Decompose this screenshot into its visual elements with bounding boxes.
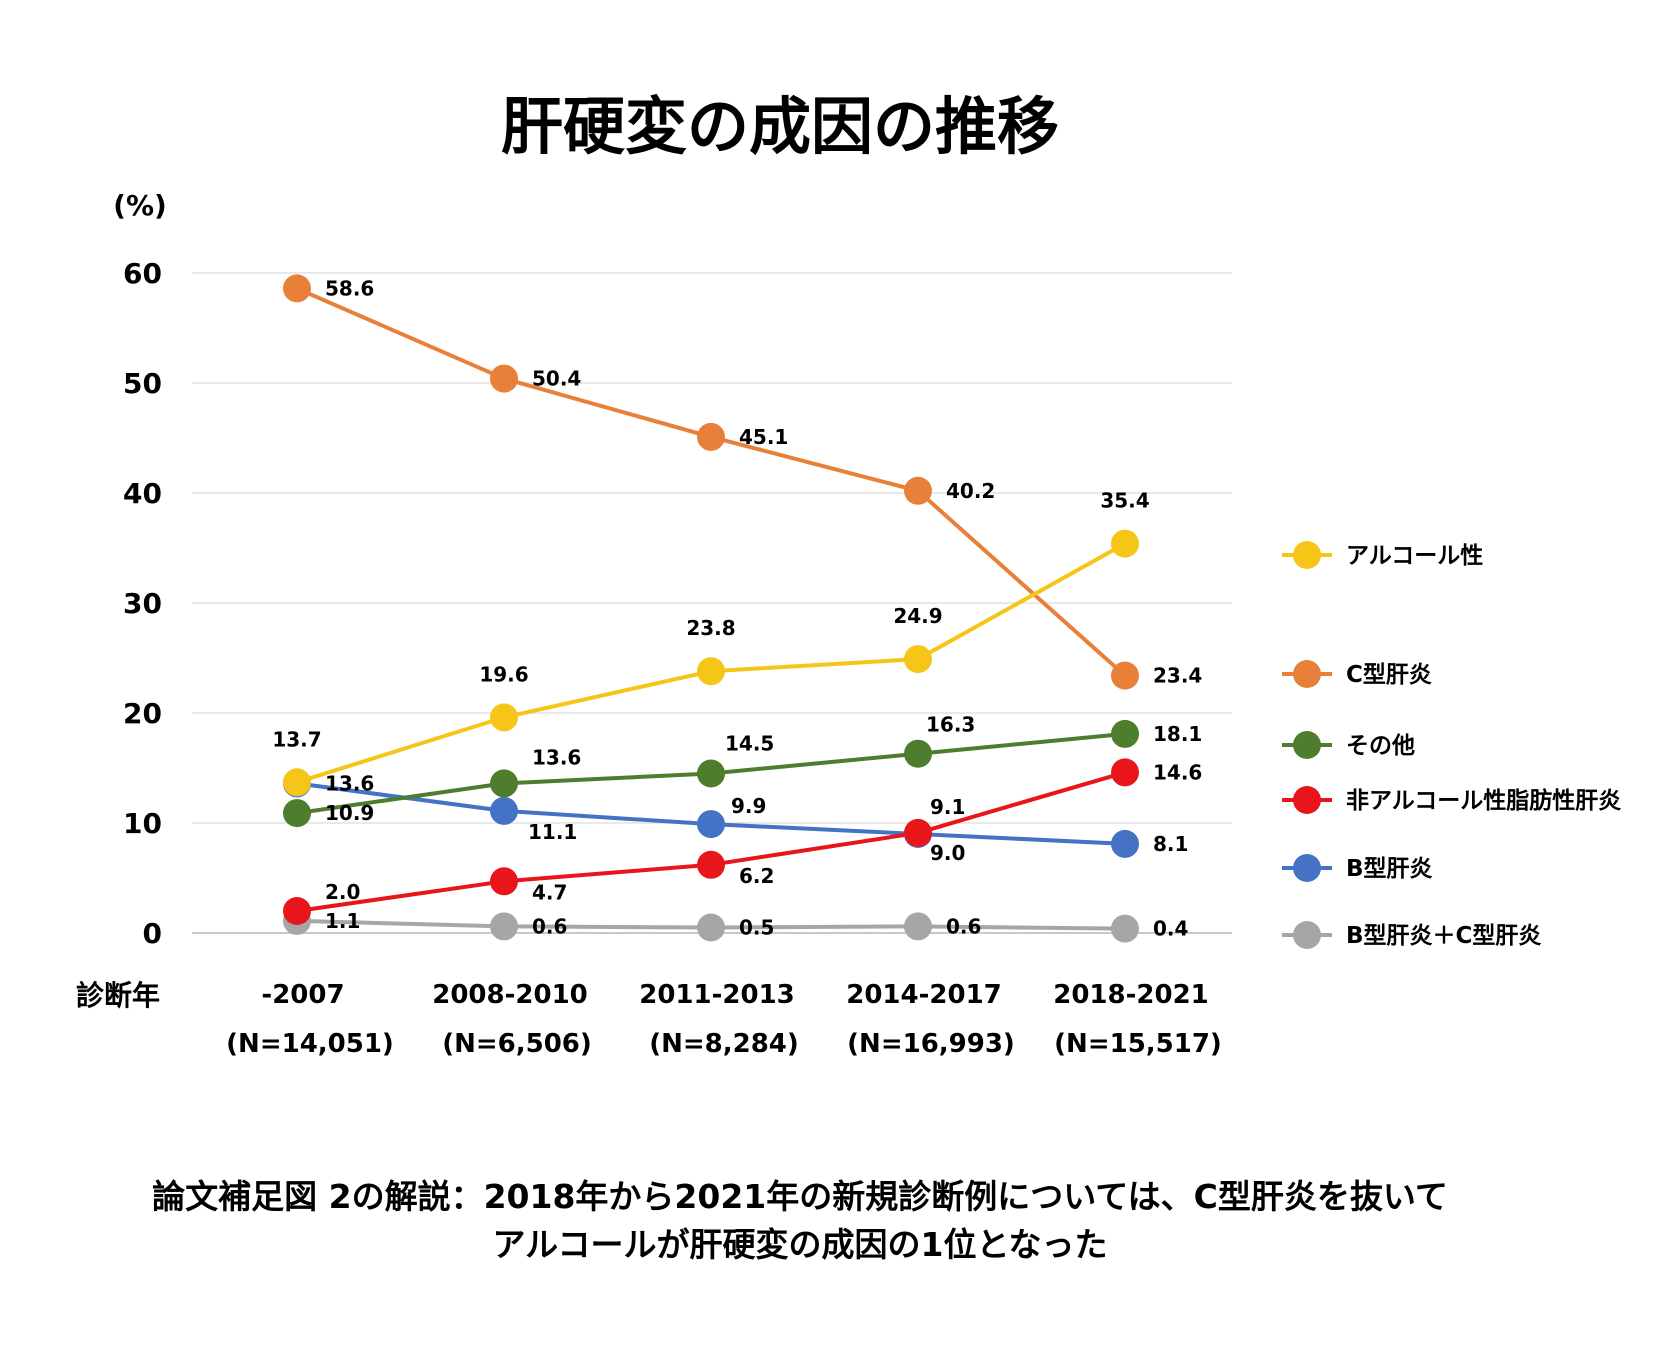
- y-tick-label: 0: [143, 917, 162, 950]
- grid: [192, 272, 1232, 934]
- x-tick-label: -2007: [261, 980, 344, 1010]
- y-tick-label: 40: [123, 477, 162, 510]
- x-tick-sublabel: (N=15,517): [1054, 1029, 1222, 1059]
- data-points: [283, 274, 1139, 943]
- data-point: [283, 897, 311, 925]
- data-point: [697, 850, 725, 879]
- data-point: [1111, 758, 1139, 787]
- data-labels: 13.7 19.6 23.8 24.9 35.4 58.6 50.4 45.1 40.2 23.4…: [272, 276, 1202, 940]
- data-label: 19.6: [479, 662, 528, 686]
- legend-marker: [1293, 660, 1321, 688]
- data-point: [490, 703, 518, 732]
- data-label: 0.5: [739, 916, 774, 940]
- data-label: 9.0: [930, 841, 965, 865]
- data-label: 2.0: [325, 880, 360, 904]
- data-label: 40.2: [946, 479, 995, 503]
- data-label: 16.3: [926, 713, 975, 737]
- data-label: 23.8: [686, 616, 735, 640]
- legend-marker: [1293, 921, 1321, 949]
- y-tick-label: 60: [123, 257, 162, 290]
- data-point: [697, 422, 725, 451]
- data-point: [697, 759, 725, 788]
- data-point: [1111, 529, 1139, 558]
- x-tick-sublabel: (N=14,051): [226, 1029, 394, 1059]
- x-axis-label: 診断年: [76, 979, 160, 1012]
- data-point: [1111, 661, 1139, 690]
- data-label: 35.4: [1100, 489, 1149, 513]
- data-point: [283, 274, 311, 303]
- data-label: 10.9: [325, 801, 374, 825]
- data-point: [1111, 914, 1139, 943]
- y-axis-label: (%): [113, 189, 167, 222]
- x-tick-label: 2011-2013: [639, 980, 795, 1010]
- x-tick-label: 2014-2017: [846, 980, 1002, 1010]
- data-point: [1111, 829, 1139, 858]
- data-label: 11.1: [528, 820, 577, 844]
- data-point: [904, 818, 932, 847]
- data-point: [904, 739, 932, 768]
- data-point: [490, 912, 518, 941]
- y-tick-label: 10: [123, 807, 162, 840]
- legend-label: B型肝炎＋C型肝炎: [1346, 923, 1541, 949]
- series-line: [296, 770, 1126, 913]
- legend-label: その他: [1346, 733, 1415, 759]
- y-tick-label: 20: [123, 697, 162, 730]
- data-point: [904, 645, 932, 674]
- data-label: 58.6: [325, 276, 374, 300]
- data-label: 0.4: [1153, 917, 1188, 941]
- data-point: [490, 867, 518, 896]
- data-label: 23.4: [1153, 664, 1202, 688]
- y-tick-label: 50: [123, 367, 162, 400]
- legend-marker: [1293, 786, 1321, 814]
- data-point: [1111, 719, 1139, 748]
- data-point: [490, 769, 518, 798]
- x-tick-sublabel: (N=6,506): [442, 1029, 592, 1059]
- caption-line-1: 論文補足図 2の解説：2018年から2021年の新規診断例については、C型肝炎を…: [152, 1177, 1448, 1216]
- legend-label: C型肝炎: [1346, 662, 1432, 688]
- data-point: [283, 768, 311, 797]
- x-tick-sublabel: (N=8,284): [649, 1029, 799, 1059]
- y-tick-label: 30: [123, 587, 162, 620]
- data-point: [283, 799, 311, 828]
- data-label: 13.6: [532, 745, 581, 769]
- data-point: [697, 810, 725, 839]
- data-label: 45.1: [739, 425, 788, 449]
- legend-marker: [1293, 541, 1321, 569]
- chart-title: 肝硬変の成因の推移: [501, 90, 1059, 163]
- data-label: 1.1: [325, 909, 360, 933]
- data-point: [697, 913, 725, 942]
- data-label: 18.1: [1153, 722, 1202, 746]
- legend-marker: [1293, 731, 1321, 759]
- data-label: 9.1: [930, 795, 965, 819]
- data-label: 0.6: [532, 914, 567, 938]
- data-point: [490, 364, 518, 393]
- data-label: 24.9: [893, 604, 942, 628]
- data-label: 13.7: [272, 727, 321, 751]
- data-label: 14.6: [1153, 760, 1202, 784]
- legend-label: アルコール性: [1346, 543, 1483, 569]
- legend-marker: [1293, 854, 1321, 882]
- legend-label: B型肝炎: [1346, 856, 1433, 882]
- x-tick-sublabel: (N=16,993): [847, 1029, 1015, 1059]
- data-label: 4.7: [532, 880, 567, 904]
- data-label: 0.6: [946, 914, 981, 938]
- x-tick-label: 2018-2021: [1053, 980, 1209, 1010]
- data-label: 50.4: [532, 367, 581, 391]
- x-tick-label: 2008-2010: [432, 980, 588, 1010]
- data-point: [697, 657, 725, 686]
- data-label: 8.1: [1153, 832, 1188, 856]
- data-point: [904, 912, 932, 941]
- legend-label: 非アルコール性脂肪性肝炎: [1346, 787, 1621, 814]
- data-point: [904, 476, 932, 505]
- data-label: 13.6: [325, 771, 374, 795]
- caption-line-2: アルコールが肝硬変の成因の1位となった: [493, 1225, 1108, 1264]
- data-label: 9.9: [731, 794, 766, 818]
- data-label: 6.2: [739, 864, 774, 888]
- data-point: [490, 796, 518, 825]
- data-label: 14.5: [725, 732, 774, 756]
